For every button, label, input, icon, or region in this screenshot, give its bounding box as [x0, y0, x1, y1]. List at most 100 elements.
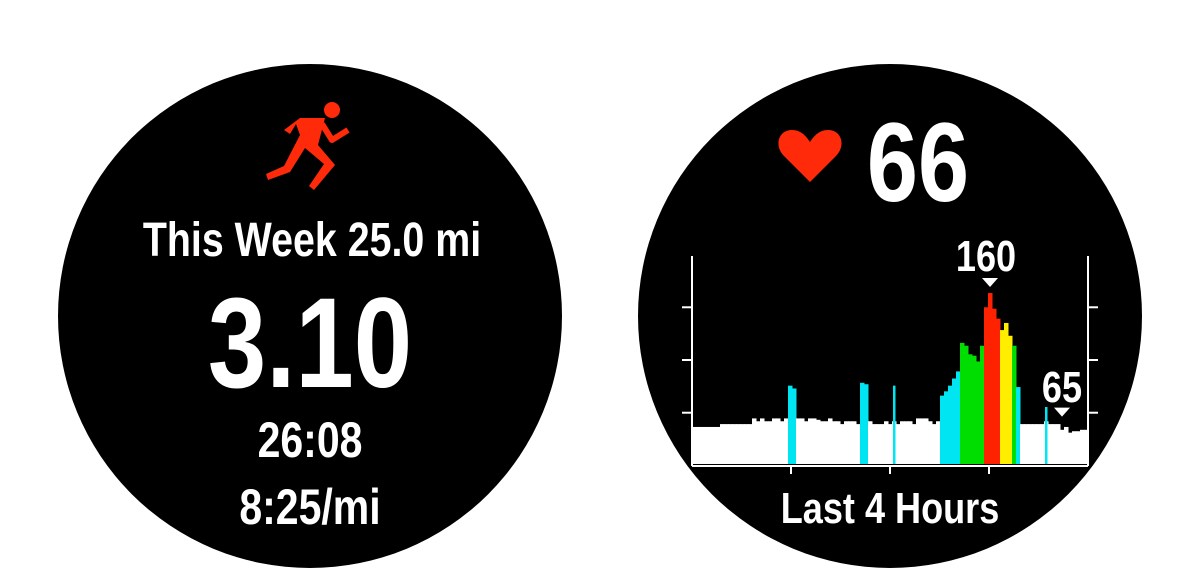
hr-bar — [1072, 431, 1077, 464]
hr-bar — [1084, 429, 1089, 464]
chart-footer: Last 4 Hours — [780, 484, 1000, 533]
heart-rate-chart — [682, 256, 1098, 474]
hr-bar — [1000, 330, 1005, 464]
hr-bar — [884, 421, 889, 464]
hr-bar — [776, 418, 781, 464]
hr-bar — [1068, 432, 1073, 464]
hr-bar — [728, 424, 733, 464]
hr-bar — [868, 421, 873, 464]
hr-bar — [692, 426, 697, 464]
hr-bar — [832, 421, 837, 464]
hr-bar — [940, 395, 945, 464]
hr-bar — [724, 424, 729, 464]
hr-bar — [1012, 345, 1017, 464]
hr-bar — [796, 418, 801, 464]
hr-bar — [992, 308, 997, 464]
hr-bar — [944, 391, 949, 464]
max-hr-label: 160 — [955, 232, 1017, 281]
hr-bar — [1060, 429, 1065, 464]
hr-bar — [1056, 424, 1061, 464]
hr-bar — [764, 421, 769, 464]
hr-bar — [828, 418, 833, 464]
hr-bar — [948, 385, 953, 464]
hr-bar — [1036, 424, 1041, 464]
hr-bar — [768, 421, 773, 464]
hr-bar — [816, 419, 821, 464]
hr-bar — [756, 421, 761, 464]
hr-bar — [880, 424, 885, 464]
running-person-icon — [266, 102, 350, 190]
hr-bar — [888, 424, 893, 464]
hr-bar — [916, 418, 921, 464]
hr-bar — [748, 424, 753, 464]
hr-bar — [1004, 322, 1009, 464]
hr-bar — [720, 424, 725, 464]
min-hr-label: 65 — [1041, 363, 1083, 412]
hr-bar — [900, 421, 905, 464]
hr-bar — [1008, 335, 1013, 464]
hr-bar — [928, 421, 933, 464]
hr-bar — [876, 424, 881, 464]
duration-value: 26:08 — [257, 412, 363, 468]
hr-bar — [788, 385, 793, 464]
hr-bar — [1024, 424, 1029, 464]
hr-bar — [812, 418, 817, 464]
hr-bar — [968, 354, 973, 464]
week-summary: This Week 25.0 mi — [142, 214, 482, 267]
hr-bar — [860, 382, 865, 464]
heart-icon — [778, 130, 842, 182]
hr-bar — [1064, 426, 1069, 464]
hr-bar — [924, 418, 929, 464]
distance-value: 3.10 — [207, 272, 413, 415]
hr-bar — [760, 418, 765, 464]
hr-bar — [840, 424, 845, 464]
hr-bar — [956, 371, 961, 464]
hr-bar — [836, 421, 841, 464]
hr-bar — [1048, 424, 1053, 464]
max-marker — [982, 278, 998, 288]
hr-bar — [872, 424, 877, 464]
hr-bar — [852, 421, 857, 464]
hr-bar — [896, 424, 901, 464]
heart-rate-widget-face[interactable] — [638, 64, 1142, 568]
hr-bar — [744, 424, 749, 464]
hr-bar — [1080, 429, 1085, 464]
hr-bar — [1045, 407, 1048, 464]
hr-bar — [936, 421, 941, 464]
hr-bar — [792, 388, 797, 464]
hr-bar — [984, 307, 989, 464]
hr-bar — [696, 426, 701, 464]
hr-bar — [780, 421, 785, 464]
hr-bar — [856, 424, 861, 464]
hr-bar — [893, 385, 896, 464]
hr-bar — [980, 345, 985, 464]
min-marker — [1054, 407, 1070, 417]
hr-bar — [804, 421, 809, 464]
hr-bar — [1076, 431, 1081, 464]
hr-bar — [700, 426, 705, 464]
hr-bar — [712, 426, 717, 464]
hr-bar — [844, 421, 849, 464]
current-heart-rate: 66 — [866, 100, 970, 225]
hr-bar — [772, 418, 777, 464]
hr-bar — [808, 418, 813, 464]
hr-bar — [988, 293, 993, 464]
hr-bar — [972, 355, 977, 464]
hr-bar — [996, 318, 1001, 464]
hr-bar — [800, 418, 805, 464]
hr-bar — [912, 424, 917, 464]
hr-bar — [1032, 424, 1037, 464]
hr-bar — [1040, 424, 1045, 464]
hr-bar — [1020, 424, 1025, 464]
hr-bar — [784, 418, 789, 464]
hr-bar — [908, 421, 913, 464]
pace-value: 8:25/mi — [239, 479, 381, 535]
hr-bar — [708, 426, 713, 464]
hr-bar — [736, 424, 741, 464]
hr-bar — [952, 378, 957, 464]
hr-bar — [1052, 424, 1057, 464]
hr-bar — [824, 421, 829, 464]
hr-bar — [716, 426, 721, 464]
hr-bar — [752, 418, 757, 464]
